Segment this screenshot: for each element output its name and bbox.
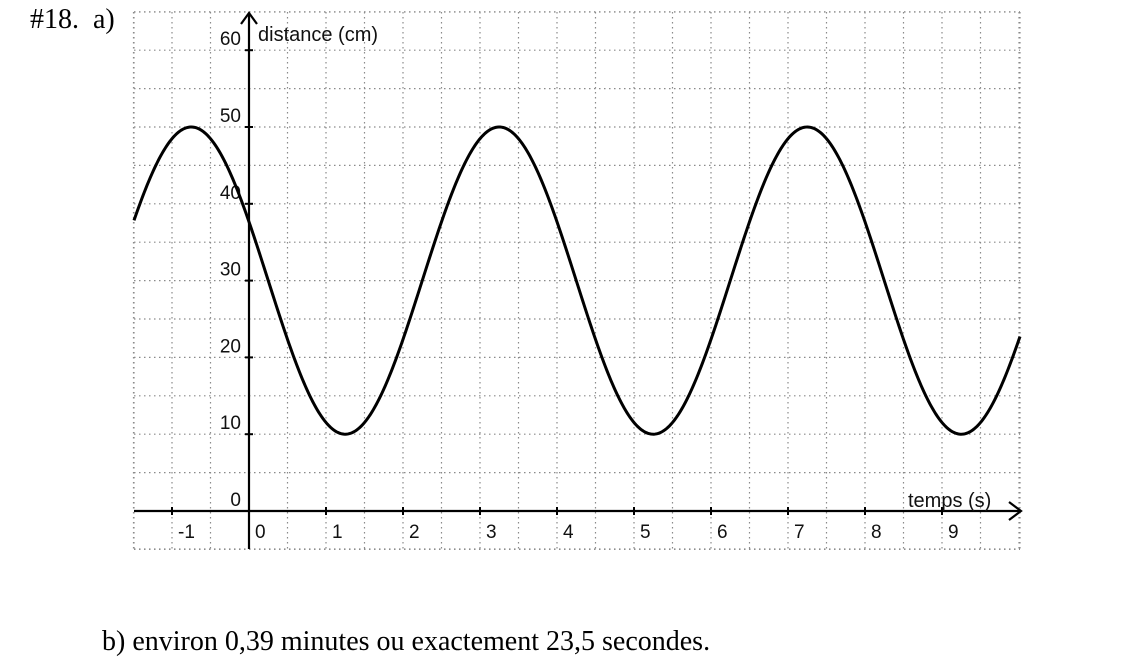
problem-number-label: #18. a) [30, 4, 115, 36]
x-tick-label: 3 [486, 522, 497, 543]
x-tick-label: 6 [717, 522, 728, 543]
problem-number: #18. [30, 4, 79, 35]
y-tick-label: 0 [230, 490, 241, 511]
y-tick-label: 10 [220, 413, 241, 434]
y-tick-label: 50 [220, 106, 241, 127]
x-tick-label: 9 [948, 522, 959, 543]
x-axis-title: temps (s) [908, 490, 991, 512]
part-a-label: a) [93, 4, 115, 35]
distance-curve [132, 125, 1022, 436]
x-tick-label: 2 [409, 522, 420, 543]
x-tick-label: 1 [332, 522, 343, 543]
x-tick-label: 8 [871, 522, 882, 543]
x-tick-label: 4 [563, 522, 574, 543]
y-tick-label: 60 [220, 29, 241, 50]
chart-axes [134, 11, 1023, 549]
y-axis-arrow-icon [240, 11, 258, 25]
x-tick-label: 0 [255, 522, 266, 543]
x-tick-label: 5 [640, 522, 651, 543]
part-b-answer: b) environ 0,39 minutes ou exactement 23… [102, 626, 711, 657]
x-axis-arrow-icon [1008, 501, 1023, 521]
y-tick-label: 20 [220, 336, 241, 357]
y-axis-title: distance (cm) [258, 24, 378, 46]
x-tick-label: -1 [178, 522, 195, 543]
x-tick-label: 7 [794, 522, 805, 543]
y-tick-label: 30 [220, 260, 241, 281]
